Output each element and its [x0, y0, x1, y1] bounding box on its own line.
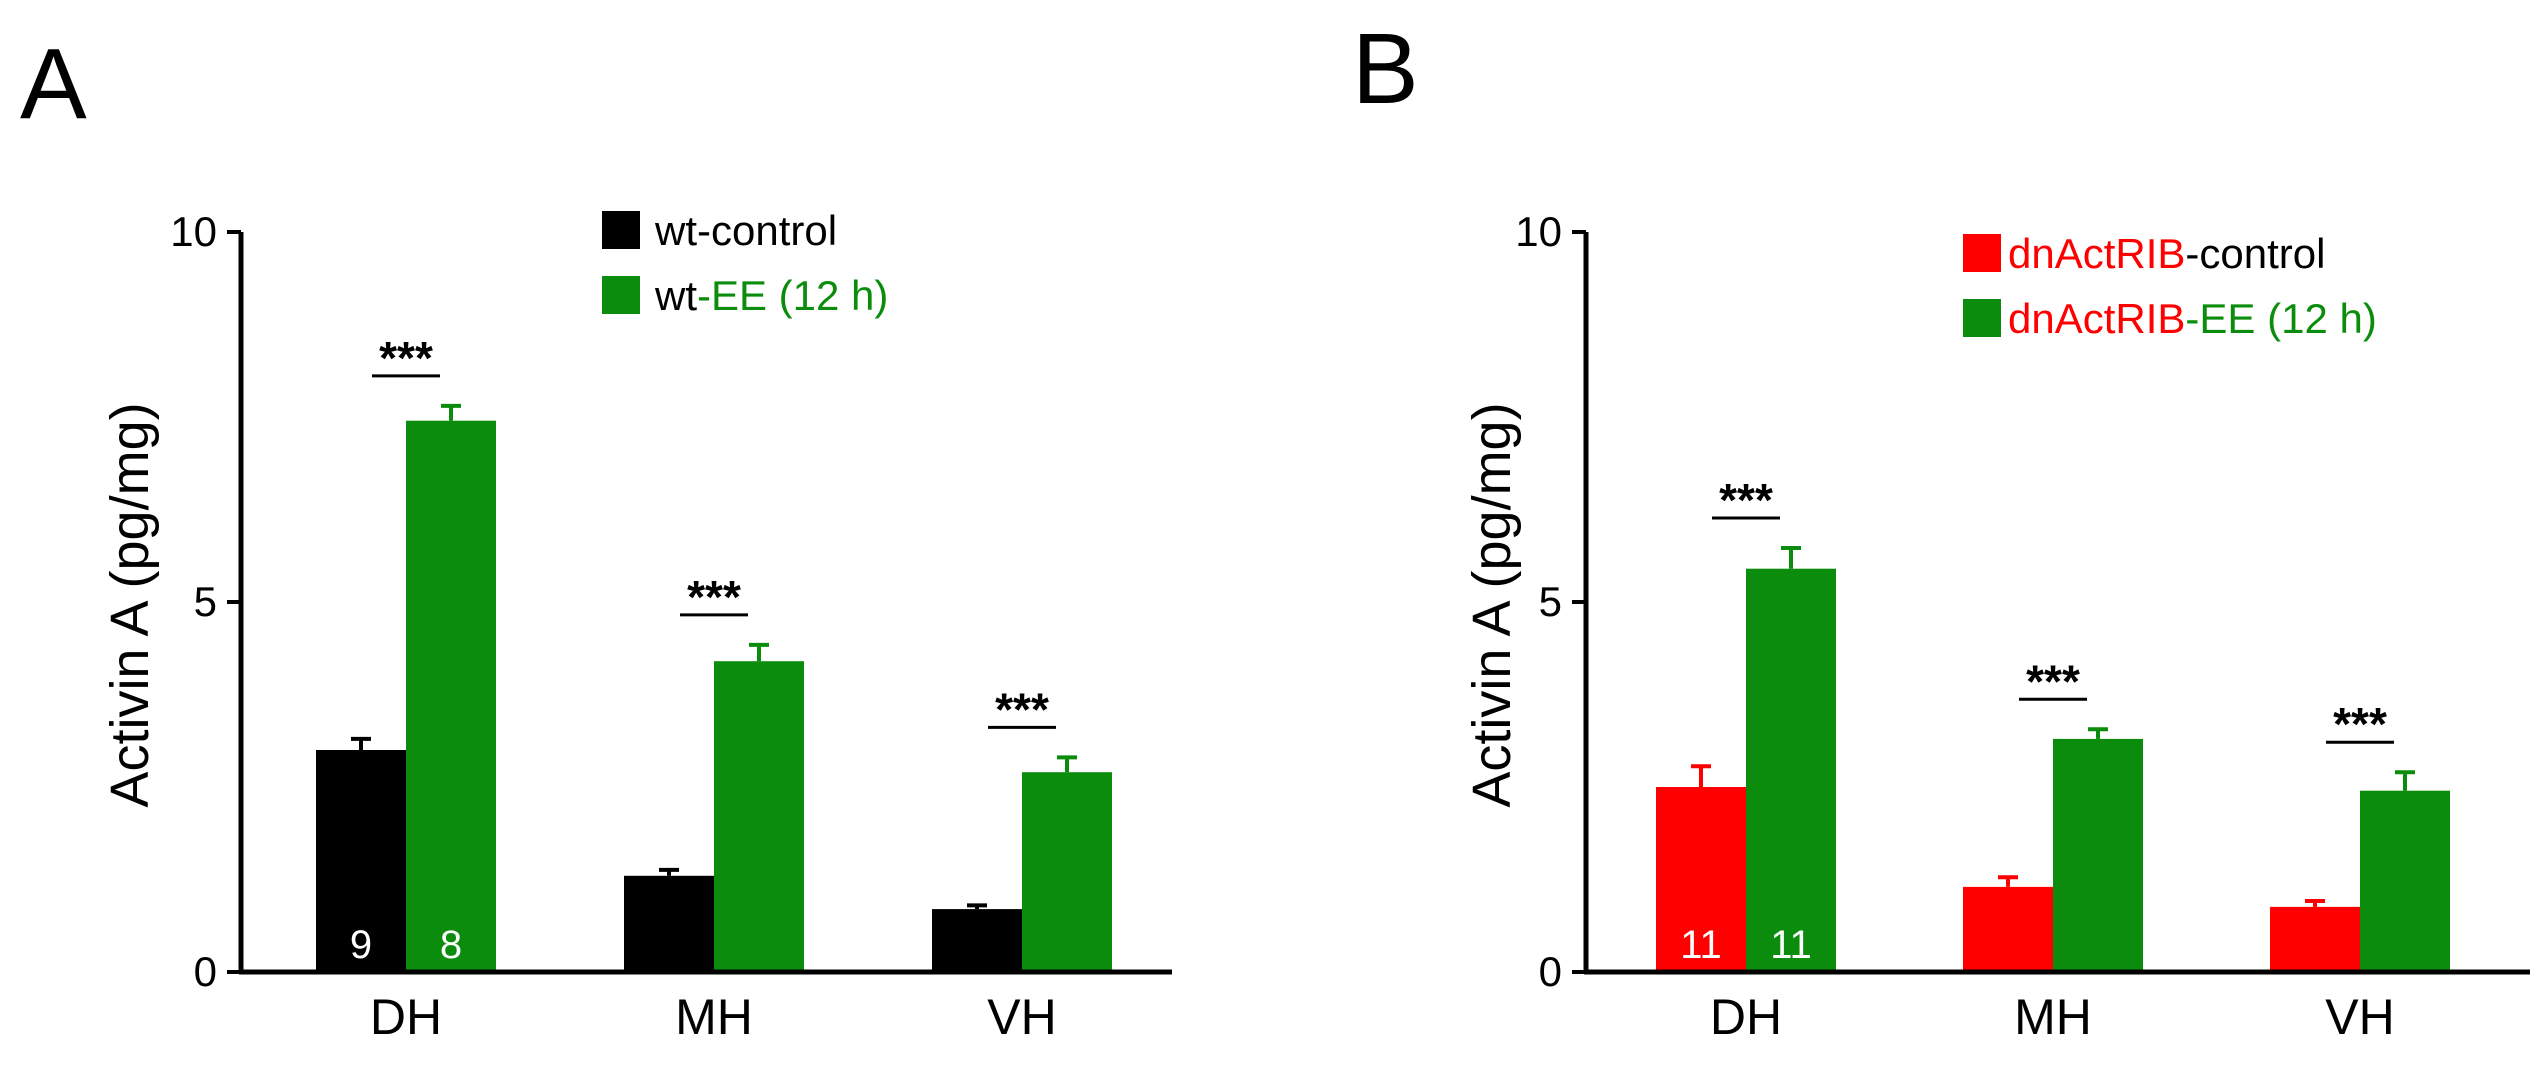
y-tick-label: 0	[1539, 948, 1562, 995]
y-tick-label: 5	[1539, 578, 1562, 625]
legend-swatch	[602, 211, 640, 249]
x-tick-label: MH	[2014, 989, 2092, 1045]
chart-panel-a: A Activin A (pg/mg) 9 8 *** DH *** MH *** VH 0 5 10 w…	[20, 28, 1172, 1045]
panel-letter: A	[20, 28, 87, 140]
legend-swatch	[602, 276, 640, 314]
x-tick-label: DH	[1710, 989, 1782, 1045]
bar-mh-series-1	[624, 875, 714, 972]
legend-text-part: wt	[654, 272, 697, 319]
y-tick-label: 5	[194, 578, 217, 625]
legend-entry: dnActRIB-control	[2008, 230, 2325, 277]
legend-text-part: -EE (12 h)	[697, 272, 888, 319]
bar-dh-series-1	[1656, 787, 1746, 972]
bar-vh-series-2	[1022, 772, 1112, 972]
y-axis-title: Activin A (pg/mg)	[100, 402, 160, 807]
x-tick-label: DH	[370, 989, 442, 1045]
chart-panel-b: B Activin A (pg/mg) 11 11 *** DH *** MH *** VH 0 5 1…	[1352, 13, 2530, 1045]
legend-text-part: dnActRIB	[2008, 230, 2185, 277]
n-label: 8	[440, 923, 462, 967]
x-tick-label: MH	[675, 989, 753, 1045]
n-label: 11	[1680, 923, 1722, 967]
legend-text-part: -EE (12 h)	[2185, 295, 2376, 342]
y-tick-label: 10	[1515, 208, 1562, 255]
bar-vh-series-1	[932, 909, 1022, 972]
legend-swatch	[1963, 299, 2001, 337]
significance-stars: ***	[1719, 474, 1773, 526]
y-tick-label: 0	[194, 948, 217, 995]
legend-entry: dnActRIB-EE (12 h)	[2008, 295, 2377, 342]
x-tick-label: VH	[987, 989, 1056, 1045]
legend-text-part: wt-control	[654, 207, 837, 254]
bar-dh-series-2	[406, 420, 496, 972]
legend-entry: wt-control	[654, 207, 837, 254]
legend-entry: wt-EE (12 h)	[654, 272, 888, 319]
panel-letter: B	[1352, 13, 1419, 125]
bar-vh-series-1	[2270, 906, 2360, 972]
significance-stars: ***	[2026, 655, 2080, 707]
bar-mh-series-2	[714, 661, 804, 972]
legend-text-part: dnActRIB	[2008, 295, 2185, 342]
x-tick-label: VH	[2325, 989, 2394, 1045]
bar-mh-series-2	[2053, 738, 2143, 972]
significance-stars: ***	[995, 683, 1049, 735]
bar-dh-series-1	[316, 750, 406, 972]
significance-stars: ***	[379, 332, 433, 384]
bar-vh-series-2	[2360, 790, 2450, 972]
y-axis-title: Activin A (pg/mg)	[1462, 402, 1522, 807]
bar-mh-series-1	[1963, 886, 2053, 972]
significance-stars: ***	[687, 571, 741, 623]
n-label: 9	[350, 923, 372, 967]
n-label: 11	[1770, 923, 1812, 967]
y-tick-label: 10	[170, 208, 217, 255]
bar-dh-series-2	[1746, 568, 1836, 972]
significance-stars: ***	[2333, 698, 2387, 750]
legend-swatch	[1963, 234, 2001, 272]
legend-text-part: -control	[2185, 230, 2325, 277]
